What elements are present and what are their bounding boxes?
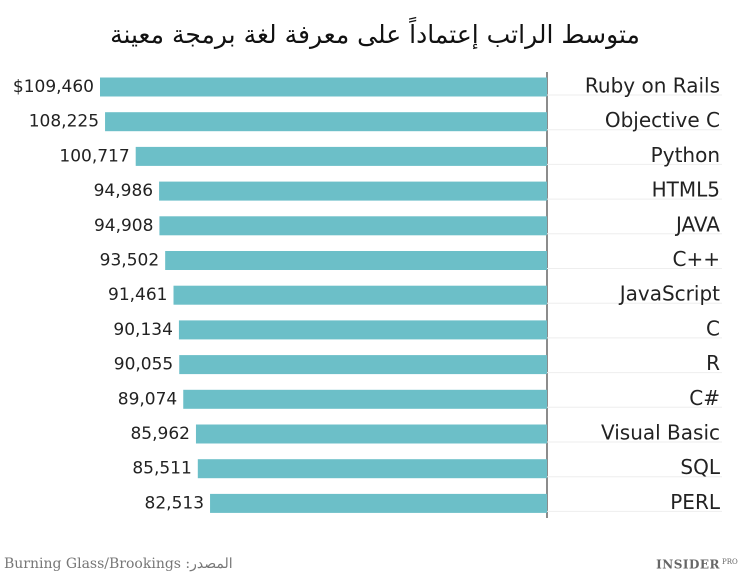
bar bbox=[165, 251, 547, 270]
category-label: Python bbox=[651, 143, 720, 167]
category-label: JavaScript bbox=[618, 282, 720, 306]
bar bbox=[135, 146, 547, 166]
value-label: 94,986 bbox=[94, 181, 153, 201]
value-label: 90,055 bbox=[114, 355, 173, 375]
bar bbox=[159, 216, 547, 236]
category-label: Ruby on Rails bbox=[585, 74, 720, 98]
value-label: 85,511 bbox=[132, 459, 191, 479]
category-label: C++ bbox=[673, 247, 720, 271]
value-label: 90,134 bbox=[113, 320, 172, 340]
category-label: C bbox=[706, 316, 720, 340]
bar bbox=[197, 459, 547, 479]
category-label: Objective C bbox=[605, 108, 720, 132]
value-label: 108,225 bbox=[29, 112, 99, 132]
value-label: $109,460 bbox=[13, 77, 94, 97]
logo-suffix: PRO bbox=[722, 558, 738, 566]
bar bbox=[100, 77, 547, 97]
source: Burning Glass/Brookings :المصدر bbox=[4, 556, 233, 572]
value-label: 82,513 bbox=[145, 493, 204, 513]
bar bbox=[183, 389, 547, 409]
category-label: HTML5 bbox=[652, 178, 720, 202]
value-label: 85,962 bbox=[130, 424, 189, 444]
value-label: 89,074 bbox=[118, 389, 177, 409]
value-label: 91,461 bbox=[108, 285, 167, 305]
category-label: Visual Basic bbox=[601, 421, 720, 445]
category-label: PERL bbox=[670, 490, 721, 514]
bar bbox=[179, 355, 547, 375]
chart-title: متوسط الراتب إعتماداً على معرفة لغة برمج… bbox=[110, 17, 640, 50]
category-label: JAVA bbox=[674, 212, 720, 236]
category-label: R bbox=[706, 351, 720, 375]
bar bbox=[159, 181, 547, 201]
value-label: 94,908 bbox=[94, 216, 153, 236]
category-label: C# bbox=[689, 386, 720, 410]
bar bbox=[105, 112, 548, 132]
bar bbox=[173, 285, 548, 305]
value-label: 100,717 bbox=[59, 146, 129, 166]
bar bbox=[210, 493, 547, 513]
value-label: 93,502 bbox=[100, 251, 159, 271]
bar bbox=[178, 320, 547, 340]
logo: INSIDER bbox=[656, 558, 720, 572]
category-label: SQL bbox=[680, 455, 720, 479]
bar bbox=[195, 424, 548, 444]
